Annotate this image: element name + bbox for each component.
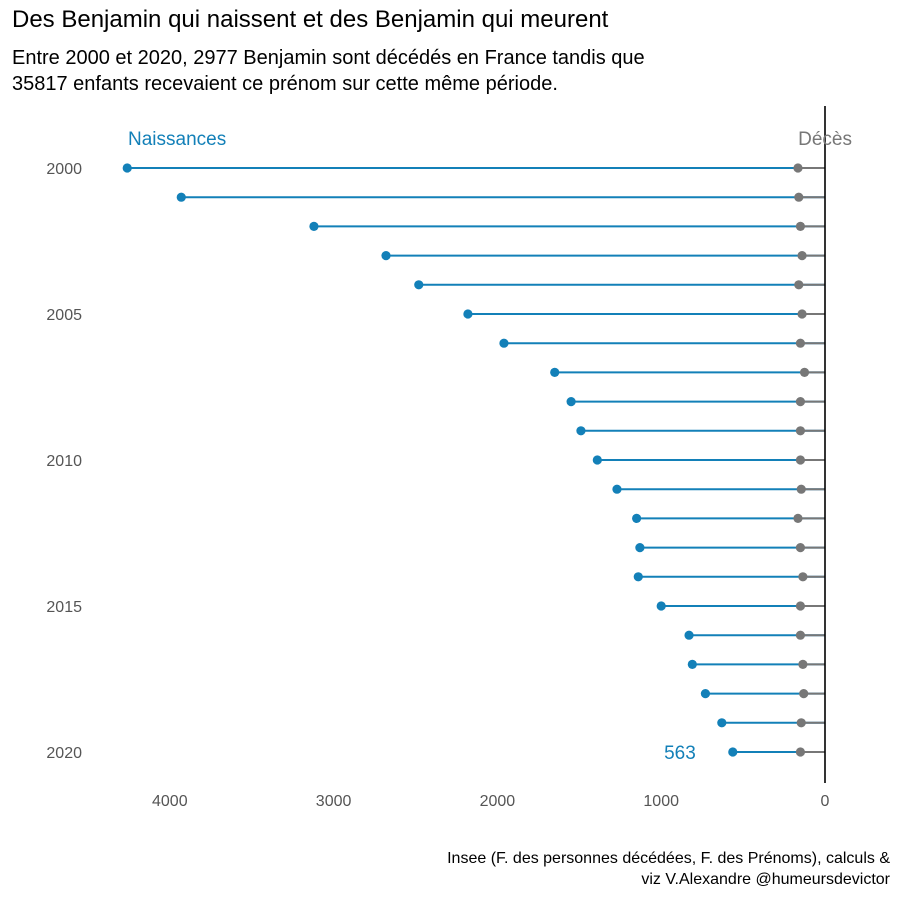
birth-point-2012 <box>632 513 642 524</box>
death-point-2010 <box>795 455 806 465</box>
birth-point-2016 <box>684 630 694 640</box>
chart-title: Des Benjamin qui naissent et des Benjami… <box>12 6 609 33</box>
death-point-2007 <box>799 367 810 377</box>
x-tick-label-4000: 4000 <box>152 793 188 810</box>
birth-point-2017 <box>687 659 697 670</box>
stems-layer <box>127 167 825 753</box>
death-point-2015 <box>795 601 806 611</box>
death-point-2012 <box>793 513 803 524</box>
death-point-2014 <box>798 572 808 582</box>
birth-point-2018 <box>700 689 711 699</box>
y-tick-labels: 2000 2005 2010 2015 2020 <box>46 161 82 762</box>
series-label-naissances: Naissances <box>128 129 226 150</box>
annotation-563: 563 <box>664 743 696 764</box>
birth-point-2007 <box>550 367 560 377</box>
y-tick-label-2005: 2005 <box>46 307 82 324</box>
chart-subtitle: Entre 2000 et 2020, 2977 Benjamin sont d… <box>12 45 812 97</box>
birth-point-2001 <box>176 192 186 202</box>
death-point-2013 <box>795 543 806 553</box>
death-point-2018 <box>799 689 809 699</box>
death-point-2005 <box>797 309 807 319</box>
y-tick-label-2000: 2000 <box>46 161 82 178</box>
caption-line-2: viz V.Alexandre @humeursdevictor <box>641 871 890 888</box>
x-tick-label-3000: 3000 <box>316 793 352 810</box>
subtitle-line-2: 35817 enfants recevaient ce prénom sur c… <box>12 73 558 95</box>
death-point-2002 <box>795 221 806 231</box>
y-tick-label-2010: 2010 <box>46 453 82 470</box>
death-point-2004 <box>794 280 804 290</box>
x-tick-label-2000: 2000 <box>480 793 516 810</box>
x-tick-label-1000: 1000 <box>643 793 679 810</box>
subtitle-line-1: Entre 2000 et 2020, 2977 Benjamin sont d… <box>12 47 645 69</box>
birth-point-2000 <box>122 163 132 173</box>
x-tick-labels: 4000 3000 2000 1000 0 <box>152 793 830 810</box>
birth-point-2015 <box>656 601 666 611</box>
death-point-2009 <box>795 426 806 436</box>
death-point-2017 <box>798 659 808 670</box>
death-point-2008 <box>795 397 806 407</box>
y-tick-label-2020: 2020 <box>46 745 82 762</box>
y-tick-label-2015: 2015 <box>46 599 82 616</box>
death-point-2019 <box>796 718 806 728</box>
birth-point-2003 <box>381 251 391 261</box>
birth-point-2011 <box>612 484 622 494</box>
birth-point-2019 <box>717 718 727 728</box>
birth-point-2005 <box>463 309 473 319</box>
birth-point-2002 <box>309 221 319 231</box>
series-label-deces: Décès <box>798 129 852 150</box>
death-point-2011 <box>796 484 806 494</box>
source-caption: Insee (F. des personnes décédées, F. des… <box>447 848 890 890</box>
death-point-2006 <box>795 338 806 348</box>
birth-point-2014 <box>633 572 643 582</box>
birth-point-2008 <box>566 397 576 407</box>
birth-point-2006 <box>499 338 509 348</box>
birth-point-2013 <box>635 543 645 553</box>
birth-point-2004 <box>414 280 424 290</box>
birth-point-2009 <box>576 426 586 436</box>
death-point-2003 <box>797 251 807 261</box>
death-point-2001 <box>794 192 804 202</box>
birth-point-2010 <box>592 455 602 465</box>
x-tick-label-0: 0 <box>821 793 830 810</box>
points-layer <box>122 163 810 757</box>
death-point-2020 <box>795 747 806 757</box>
birth-point-2020 <box>728 747 738 757</box>
caption-line-1: Insee (F. des personnes décédées, F. des… <box>447 850 890 867</box>
death-point-2000 <box>793 163 803 173</box>
death-point-2016 <box>795 630 806 640</box>
